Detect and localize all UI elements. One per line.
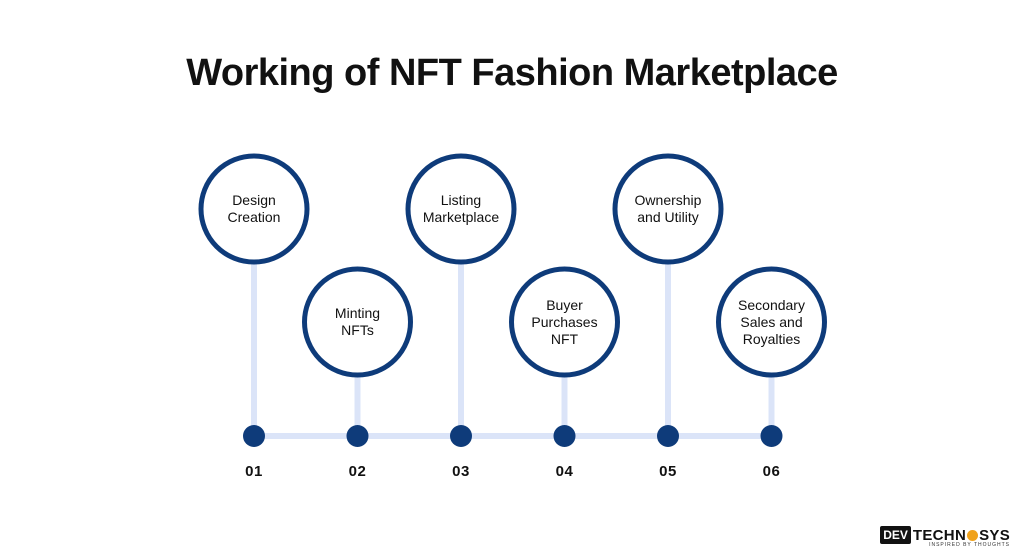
- step-label-line: Secondary: [738, 296, 805, 313]
- step-label-text: Design Creation: [228, 192, 281, 226]
- step-label-line: Marketplace: [422, 209, 500, 225]
- step-label: Listing Marketplace: [406, 179, 516, 239]
- step-circle: [302, 266, 413, 378]
- step-label-line: Sales and: [740, 313, 803, 330]
- step-label-line: NFTs: [341, 322, 374, 338]
- step-label: Buyer Purchases NFT: [510, 292, 620, 352]
- step-circle: [716, 266, 827, 378]
- step-label-line: Ownership: [634, 192, 702, 208]
- step-circle: [405, 153, 517, 265]
- brand-logo-text-right: SYS: [979, 526, 1010, 544]
- step-label-text: Buyer Purchases NFT: [531, 297, 597, 348]
- step-label: Secondary Sales and Royalties: [717, 292, 827, 352]
- brand-gear-icon: [967, 530, 979, 542]
- step-circle: [198, 153, 310, 265]
- step-node: [657, 425, 679, 447]
- step-number: 06: [762, 463, 781, 480]
- page-title: Working of NFT Fashion Marketplace: [186, 52, 838, 94]
- step-number: 01: [245, 463, 263, 480]
- step-label-line: Purchases: [531, 313, 598, 330]
- step-label-line: Design: [232, 192, 276, 208]
- step-node: [450, 425, 472, 447]
- step-node: [346, 425, 369, 447]
- brand-logo: DEV TECHN SYS INSPIRED BY THOUGHTS: [880, 524, 1010, 548]
- step-node: [760, 425, 783, 447]
- brand-tagline: INSPIRED BY THOUGHTS: [929, 542, 1010, 548]
- step-label-line: Buyer: [546, 296, 583, 313]
- step-label: Minting NFTs: [303, 292, 413, 352]
- step-label-text: Listing Marketplace: [423, 192, 499, 226]
- brand-logo-wordmark: TECHN SYS: [913, 528, 1010, 543]
- step-number: 03: [452, 463, 470, 480]
- step-label-line: and Utility: [637, 209, 699, 225]
- step-number: 02: [348, 463, 367, 480]
- step-label-line: Creation: [227, 209, 281, 225]
- step-label-text: Ownership and Utility: [635, 192, 702, 226]
- step-label-line: Minting: [334, 305, 381, 321]
- step-label: Ownership and Utility: [613, 179, 723, 239]
- brand-logo-text-left: TECHN: [912, 526, 967, 544]
- step-label-text: Secondary Sales and Royalties: [738, 297, 805, 348]
- step-number: 04: [555, 463, 574, 480]
- step-label: Design Creation: [199, 179, 309, 239]
- step-circle: [509, 266, 620, 378]
- step-label-text: Minting NFTs: [335, 305, 380, 339]
- step-number: 05: [659, 463, 677, 480]
- step-node: [243, 425, 265, 447]
- step-label-line: Listing: [440, 192, 482, 208]
- step-label-line: NFT: [550, 330, 579, 347]
- brand-logo-box: DEV: [880, 526, 911, 544]
- step-label-line: Royalties: [742, 330, 801, 347]
- step-node: [553, 425, 576, 447]
- step-circle: [612, 153, 724, 265]
